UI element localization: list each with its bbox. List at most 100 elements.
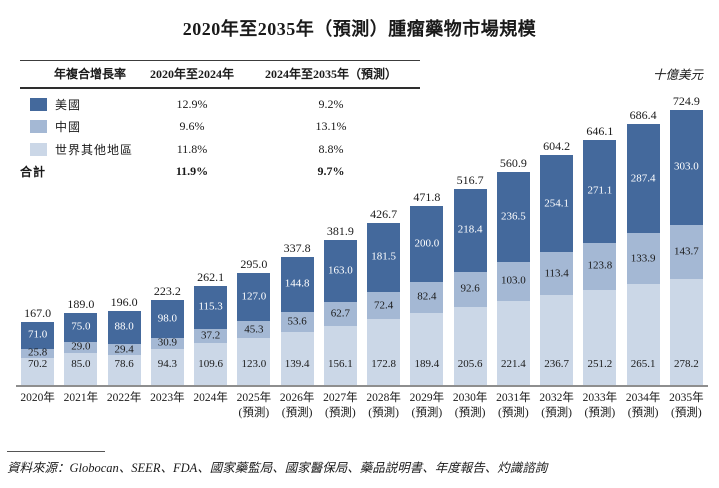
bar-column: 189.0 75.0 29.0 85.0 <box>59 298 102 385</box>
bar-value-label: 92.6 <box>460 282 480 295</box>
bar-segment-china: 123.8 <box>583 242 617 290</box>
cagr-row-china: 中國 9.6% 13.1% <box>20 116 420 139</box>
bar-value-label: 254.1 <box>544 197 569 210</box>
legend-label-rest-of-world: 世界其他地區 <box>55 142 134 157</box>
bar-segment-us: 75.0 <box>64 313 98 342</box>
cagr-total-2020-2024: 11.9% <box>175 164 209 179</box>
bar-segment-rest-of-world: 85.0 <box>64 352 98 385</box>
bar-segment-china: 29.4 <box>107 343 141 356</box>
bar-value-label: 172.8 <box>371 358 396 370</box>
cagr-header-metric: 年複合增長率 <box>53 67 126 81</box>
bar-column: 516.7 218.4 92.6 205.6 <box>449 174 492 385</box>
bar-total-label: 337.8 <box>283 240 311 255</box>
cagr-row-2024-2035: 8.8% <box>318 141 344 156</box>
bar-value-label: 287.4 <box>630 172 656 185</box>
cagr-legend-table: 年複合增長率 2020年至2024年 2024年至2035年（預測） 美國 12… <box>20 60 420 183</box>
bar-value-label: 72.4 <box>374 299 394 312</box>
bar-column: 471.8 200.0 82.4 189.4 <box>405 191 448 385</box>
bar-total-label: 604.2 <box>543 139 571 154</box>
bar-value-label: 25.8 <box>28 346 48 359</box>
bar-segment-china: 103.0 <box>496 261 530 301</box>
bar-value-label: 278.2 <box>674 358 699 370</box>
bar-value-label: 303.0 <box>674 160 699 173</box>
x-axis-label: 2028年 (預測) <box>366 392 401 419</box>
bar-value-label: 271.1 <box>587 184 613 197</box>
bar-value-label: 143.7 <box>674 245 699 258</box>
cagr-row-row: 世界其他地區 11.8% 8.8% <box>20 138 420 161</box>
x-axis-label: 2035年 (預測) <box>669 392 704 419</box>
bar-segment-rest-of-world: 78.6 <box>107 355 141 385</box>
bar-segment-china: 72.4 <box>367 291 401 320</box>
bar-segment-us: 115.3 <box>194 285 228 330</box>
bar-value-label: 181.5 <box>371 250 396 263</box>
bar-value-label: 94.3 <box>157 358 177 370</box>
bar-column: 604.2 254.1 113.4 236.7 <box>535 140 578 385</box>
bar-value-label: 123.8 <box>587 259 613 272</box>
bar-segment-rest-of-world: 109.6 <box>194 343 228 385</box>
bar-segment-us: 71.0 <box>21 321 55 349</box>
bar-value-label: 37.2 <box>201 329 221 342</box>
bar-segment-rest-of-world: 94.3 <box>150 349 184 385</box>
bar-value-label: 71.0 <box>28 328 48 341</box>
source-divider <box>7 451 105 452</box>
bar-segment-china: 133.9 <box>626 233 660 285</box>
bar-segment-rest-of-world: 205.6 <box>453 306 487 385</box>
bar-segment-us: 98.0 <box>150 300 184 338</box>
bar-segment-us: 163.0 <box>323 240 357 302</box>
cagr-china-2024-2035: 13.1% <box>315 119 347 134</box>
bar-column: 337.8 144.8 53.6 139.4 <box>276 242 319 385</box>
bar-segment-us: 236.5 <box>496 171 530 262</box>
bar-segment-rest-of-world: 265.1 <box>626 284 660 385</box>
bar-column: 724.9 303.0 143.7 278.2 <box>665 95 708 385</box>
x-axis-label: 2025年 (預測) <box>236 392 272 419</box>
x-axis-labels: 2020年 2021年 2022年 2023年 2024年 2025年 (預測) 2026年(… <box>16 391 708 421</box>
bar-value-label: 144.8 <box>284 277 310 290</box>
legend-swatch-china-icon <box>30 120 47 134</box>
bar-segment-us: 287.4 <box>626 124 660 234</box>
bar-value-label: 123.0 <box>241 358 267 370</box>
bar-column: 646.1 271.1 123.8 251.2 <box>578 123 621 385</box>
bar-total-label: 646.1 <box>586 123 614 138</box>
bar-segment-china: 143.7 <box>669 224 703 280</box>
x-axis-label: 2030年 (預測) <box>452 392 488 419</box>
bar-total-label: 196.0 <box>110 294 138 309</box>
bar-value-label: 139.4 <box>284 358 310 370</box>
bar-value-label: 82.4 <box>417 290 437 303</box>
bar-segment-china: 37.2 <box>194 329 228 344</box>
bar-value-label: 29.4 <box>114 343 134 356</box>
bar-segment-rest-of-world: 172.8 <box>367 319 401 385</box>
legend-label-total: 合計 <box>20 165 47 180</box>
bar-column: 167.0 71.0 25.8 70.2 <box>16 307 59 385</box>
bar-segment-us: 303.0 <box>669 109 703 225</box>
x-axis-label: 2021年 <box>63 392 99 404</box>
bar-column: 381.9 163.0 62.7 156.1 <box>319 225 362 385</box>
bar-segment-rest-of-world: 70.2 <box>21 358 55 385</box>
bar-segment-china: 30.9 <box>150 336 184 350</box>
chart-title: 2020年至2035年（預測）腫瘤藥物市場規模 <box>182 19 537 39</box>
x-axis-label: 2027年 (預測) <box>323 392 358 419</box>
bar-segment-us: 181.5 <box>367 222 401 292</box>
bar-value-label: 127.0 <box>241 290 267 303</box>
x-axis-label: 2032年 (預測) <box>539 392 574 419</box>
bar-value-label: 236.7 <box>544 358 569 370</box>
bar-total-label: 189.0 <box>67 297 95 312</box>
bar-segment-china: 53.6 <box>280 311 314 332</box>
x-axis-label: 2022年 <box>106 392 142 404</box>
bar-segment-rest-of-world: 123.0 <box>237 338 271 385</box>
legend-swatch-rest-of-world-icon <box>30 142 47 156</box>
bar-column: 686.4 287.4 133.9 265.1 <box>622 109 665 385</box>
bar-segment-china: 25.8 <box>21 346 55 359</box>
bar-value-label: 109.6 <box>198 358 223 370</box>
x-axis-line <box>16 385 708 387</box>
cagr-china-2020-2024: 9.6% <box>179 119 205 134</box>
bar-segment-us: 88.0 <box>107 310 141 344</box>
bar-total-label: 471.8 <box>413 189 441 204</box>
bar-segment-china: 62.7 <box>323 301 357 326</box>
cagr-us-2020-2024: 12.9% <box>176 96 208 111</box>
x-axis-label: 2033年 (預測) <box>582 392 618 419</box>
bar-total-label: 724.9 <box>672 93 700 108</box>
bar-segment-rest-of-world: 221.4 <box>496 300 530 385</box>
bar-value-label: 30.9 <box>157 336 177 349</box>
bar-value-label: 45.3 <box>244 323 264 336</box>
